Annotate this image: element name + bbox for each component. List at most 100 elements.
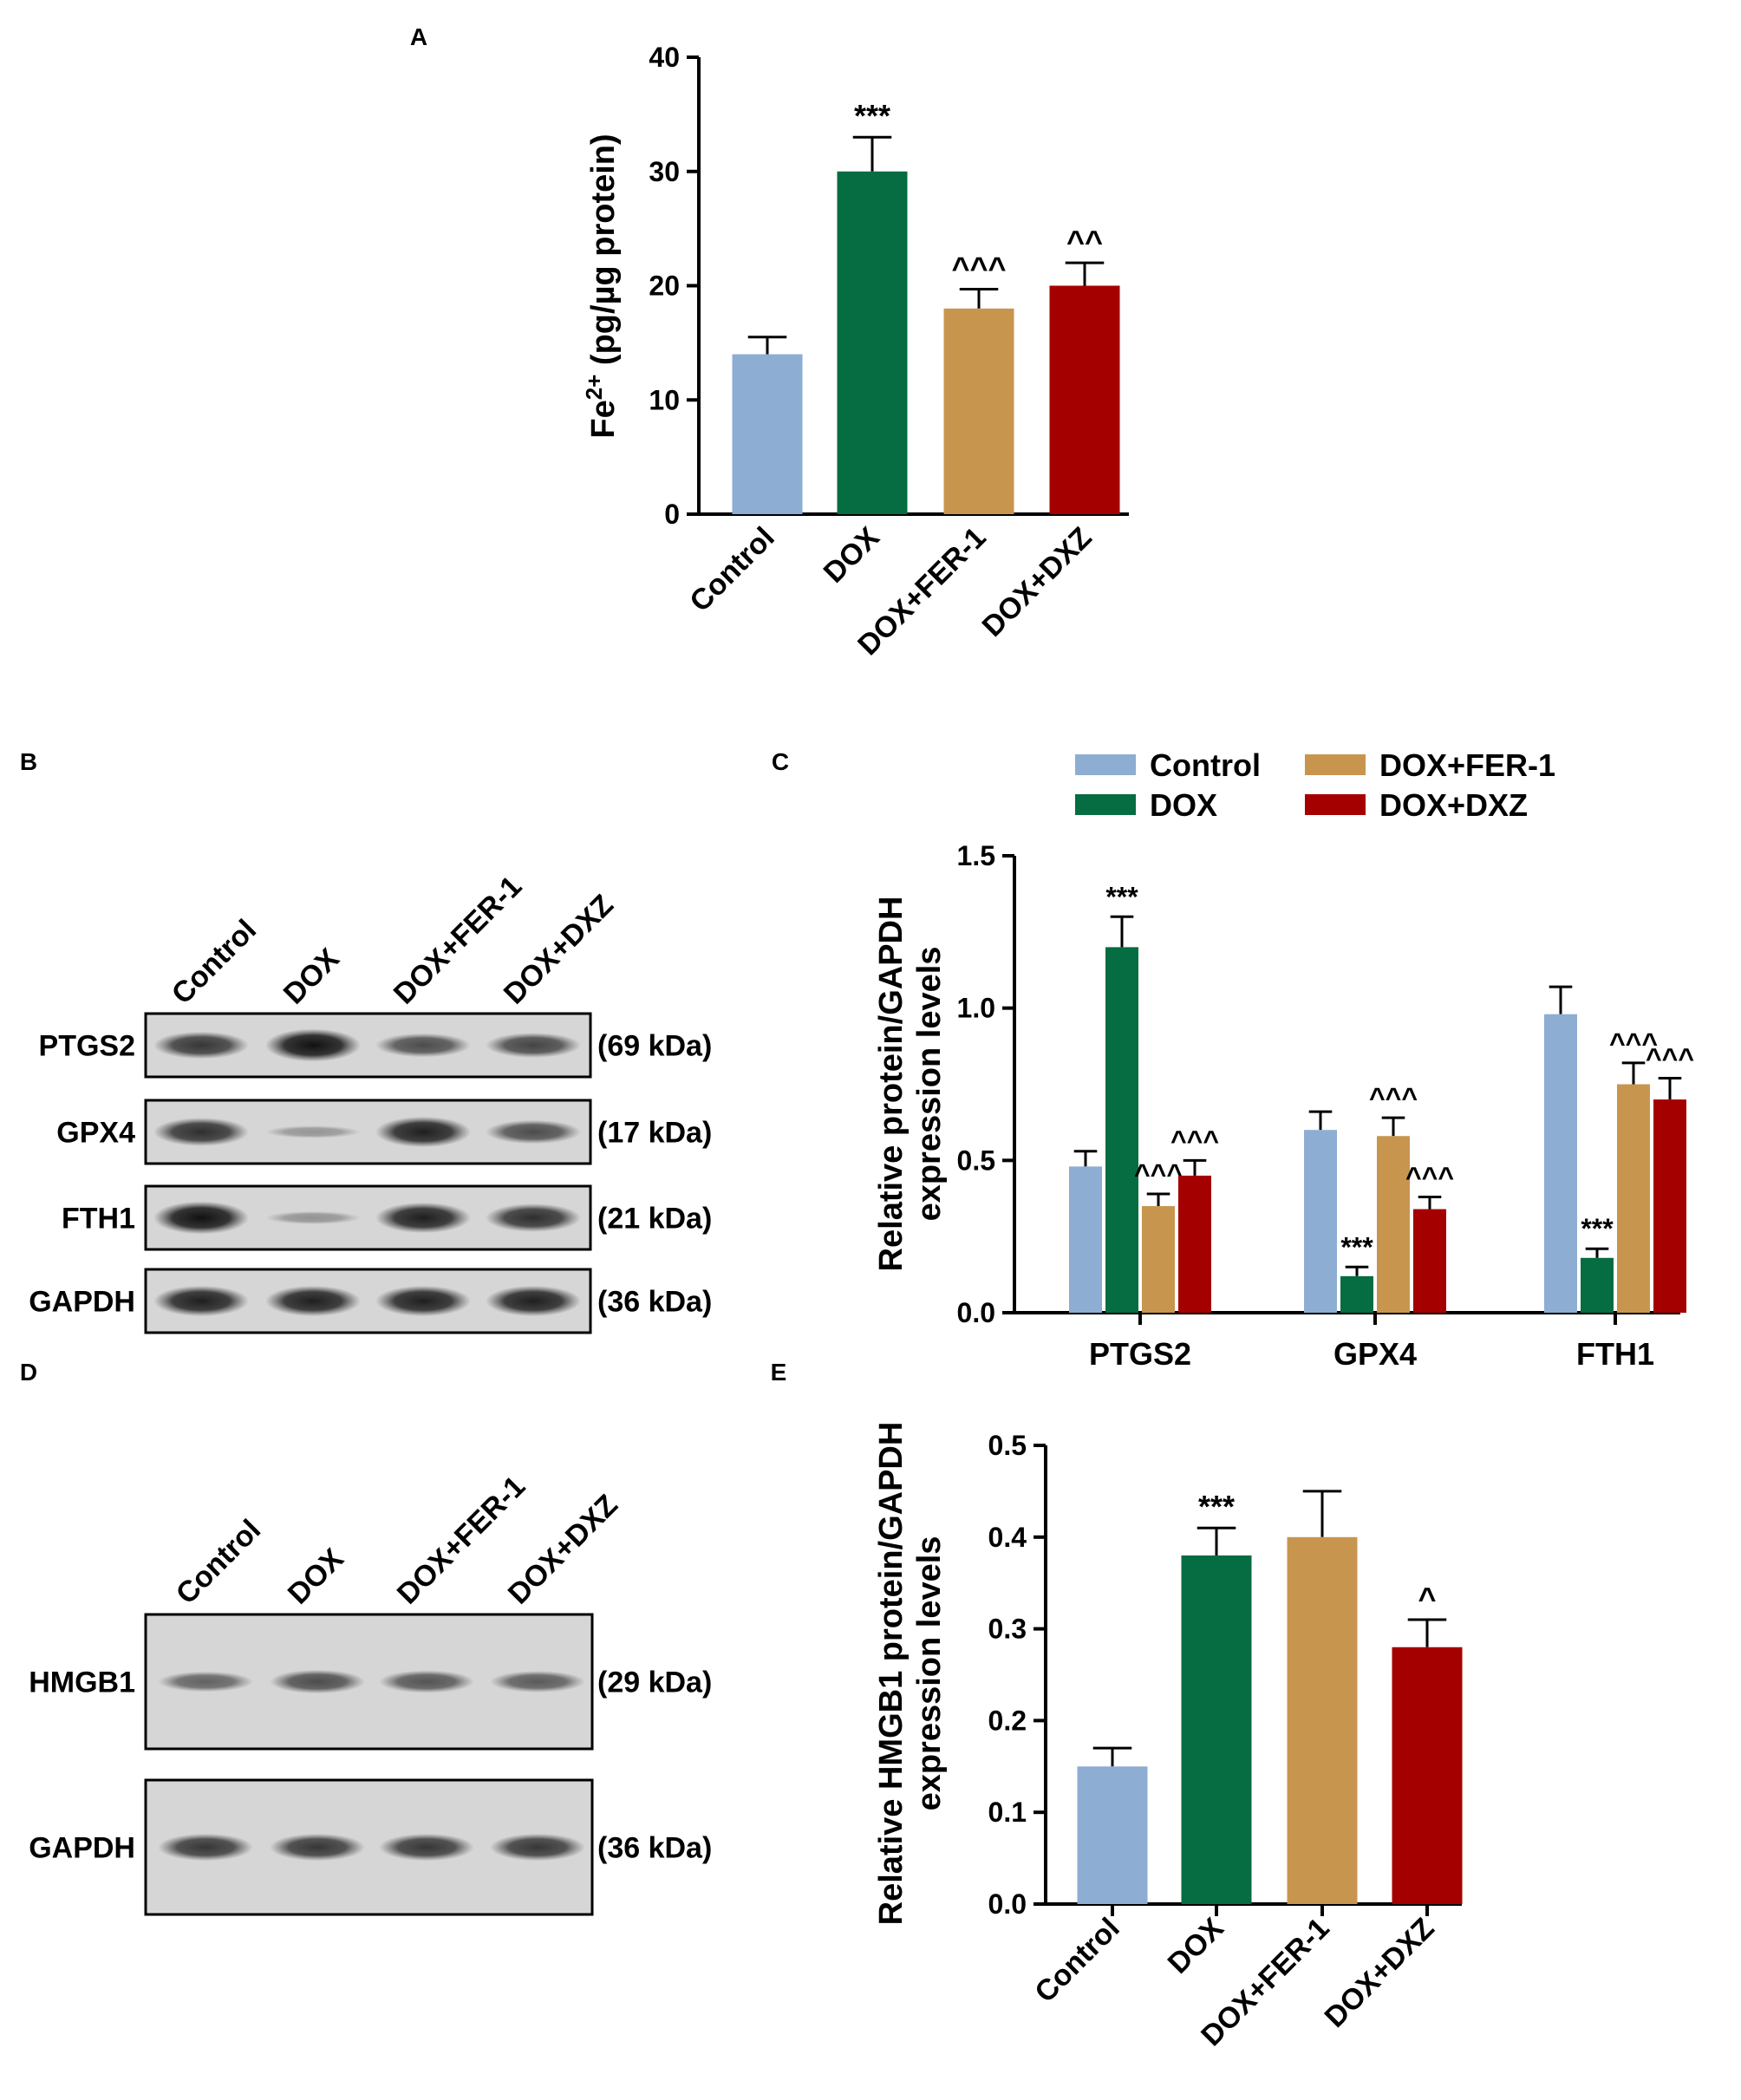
c-y-tick-label: 0.0: [957, 1297, 995, 1328]
c-annotation-1-2: ***: [1581, 1213, 1614, 1244]
a-annotation-1: ***: [854, 98, 890, 134]
c-legend-swatch-1: [1075, 794, 1136, 815]
blot_B-band-gapdh-1: [265, 1285, 361, 1317]
panel-label-d: D: [20, 1359, 37, 1386]
a-annotation-3: ^^: [1066, 224, 1103, 259]
blot_B-band-fth1-1: [265, 1210, 361, 1225]
c-bar-1-0: [1105, 947, 1138, 1313]
a-bar-2: [943, 308, 1014, 514]
a-y-tick-label: 0: [664, 499, 680, 530]
a-x-tick-label-3: DOX+DXZ: [976, 521, 1099, 643]
blot_B-row-kda-3: (36 kDa): [597, 1286, 712, 1319]
a-y-axis-label-sup: 2+: [581, 375, 607, 401]
e-annotation-3: ^: [1418, 1581, 1436, 1616]
e-y-tick-label: 0.5: [988, 1430, 1027, 1461]
a-bar-0: [732, 354, 803, 514]
blot_B-band-fth1-2: [375, 1202, 471, 1234]
a-x-tick-label-1: DOX: [818, 521, 886, 590]
c-annotation-3-0: ^^^: [1170, 1125, 1219, 1156]
c-annotation-1-1: ***: [1340, 1231, 1373, 1262]
c-y-axis-label-1: expression levels: [911, 947, 948, 1222]
blot_D-lane-label-1: DOX: [282, 1542, 350, 1610]
blot_B-band-fth1-3: [486, 1203, 581, 1232]
c-x-tick-label-1: GPX4: [1333, 1336, 1417, 1372]
blot_D-lane-label-0: Control: [170, 1513, 267, 1610]
panel-e: E0.00.10.20.30.40.5Control***DOXDOX+FER-…: [771, 1359, 1463, 2052]
panel-label-a: A: [410, 23, 427, 50]
e-x-tick-label-0: Control: [1028, 1912, 1125, 2009]
c-bar-0-0: [1069, 1166, 1102, 1313]
panel-a: A010203040Control***DOX^^^DOX+FER-1^^DOX…: [410, 23, 1129, 662]
c-annotation-2-0: ^^^: [1134, 1158, 1183, 1190]
blot_D-band-gapdh-1: [270, 1833, 365, 1862]
blot_D-row-label-1: GAPDH: [29, 1832, 135, 1865]
blot_B-row-label-3: GAPDH: [29, 1286, 135, 1319]
a-bar-1: [837, 171, 908, 514]
e-y-tick-label: 0.0: [988, 1888, 1027, 1920]
blot_B-band-ptgs2-0: [153, 1031, 249, 1060]
blot_B-band-ptgs2-2: [375, 1033, 471, 1058]
a-y-tick-label: 30: [649, 156, 680, 187]
blot_B-band-gapdh-3: [486, 1285, 581, 1317]
c-x-tick-label-0: PTGS2: [1089, 1336, 1191, 1372]
blot_B-band-gpx4-0: [153, 1118, 249, 1146]
a-annotation-2: ^^^: [951, 250, 1006, 285]
panel-label-e: E: [771, 1359, 787, 1386]
blot_B-band-gpx4-1: [265, 1125, 361, 1138]
blot_B-lane-label-3: DOX+DXZ: [498, 889, 620, 1011]
blot_D-band-gapdh-3: [490, 1833, 585, 1862]
c-annotation-1-0: ***: [1105, 881, 1138, 912]
e-annotation-1: ***: [1198, 1489, 1235, 1524]
a-y-tick-label: 40: [649, 42, 680, 73]
c-x-tick-label-2: FTH1: [1576, 1336, 1654, 1372]
c-y-axis-label-0: Relative protein/GAPDH: [873, 897, 910, 1272]
blot_B-row-label-0: PTGS2: [39, 1030, 135, 1063]
e-y-tick-label: 0.4: [988, 1522, 1027, 1553]
blot_D-band-hmgb1-3: [490, 1671, 585, 1692]
a-y-tick-label: 10: [649, 384, 680, 415]
blot_B-band-gapdh-0: [153, 1285, 249, 1317]
c-y-tick-label: 1.0: [957, 993, 995, 1024]
blot_D-band-hmgb1-1: [270, 1669, 365, 1694]
blot_B-band-ptgs2-3: [486, 1033, 581, 1058]
c-legend-label-0: Control: [1150, 747, 1261, 783]
c-bar-0-2: [1544, 1014, 1577, 1313]
a-y-tick-label: 20: [649, 271, 680, 302]
c-bar-1-1: [1340, 1275, 1373, 1313]
blot_D-band-gapdh-0: [158, 1833, 253, 1862]
blot_D-band-hmgb1-0: [158, 1671, 253, 1692]
c-legend-swatch-0: [1075, 754, 1136, 775]
c-annotation-2-1: ^^^: [1369, 1082, 1418, 1113]
c-y-tick-label: 0.5: [957, 1145, 995, 1176]
blot_B-band-fth1-0: [153, 1201, 249, 1235]
blot_B-row-label-2: FTH1: [62, 1203, 135, 1236]
c-bar-0-1: [1304, 1130, 1337, 1313]
e-y-tick-label: 0.1: [988, 1797, 1027, 1828]
e-y-axis-label-1: expression levels: [911, 1536, 948, 1811]
blot_B-row-label-1: GPX4: [56, 1117, 135, 1150]
c-legend-label-1: DOX: [1150, 787, 1217, 823]
c-bar-2-0: [1142, 1206, 1175, 1313]
c-bar-2-2: [1617, 1084, 1650, 1313]
a-y-axis-label-rest: (pg/µg protein): [585, 134, 622, 374]
c-legend-swatch-3: [1305, 794, 1366, 815]
blot_B-band-ptgs2-1: [265, 1028, 361, 1062]
a-y-axis-label: Fe2+ (pg/µg protein): [581, 134, 622, 438]
blot_D-row-label-0: HMGB1: [29, 1666, 135, 1699]
blot_B-row-kda-1: (17 kDa): [597, 1117, 712, 1150]
c-legend-label-3: DOX+DXZ: [1379, 787, 1528, 823]
c-bar-1-2: [1581, 1257, 1614, 1313]
e-y-tick-label: 0.3: [988, 1614, 1027, 1645]
e-y-tick-label: 0.2: [988, 1705, 1027, 1736]
blot_B-row-kda-0: (69 kDa): [597, 1030, 712, 1063]
e-x-tick-label-1: DOX: [1162, 1912, 1230, 1980]
e-x-tick-label-3: DOX+DXZ: [1319, 1912, 1441, 2034]
blot_B-band-gpx4-3: [486, 1119, 581, 1145]
c-bar-2-1: [1377, 1136, 1410, 1313]
e-bar-3: [1392, 1647, 1463, 1904]
c-y-tick-label: 1.5: [957, 840, 995, 871]
c-legend-label-2: DOX+FER-1: [1379, 747, 1555, 783]
